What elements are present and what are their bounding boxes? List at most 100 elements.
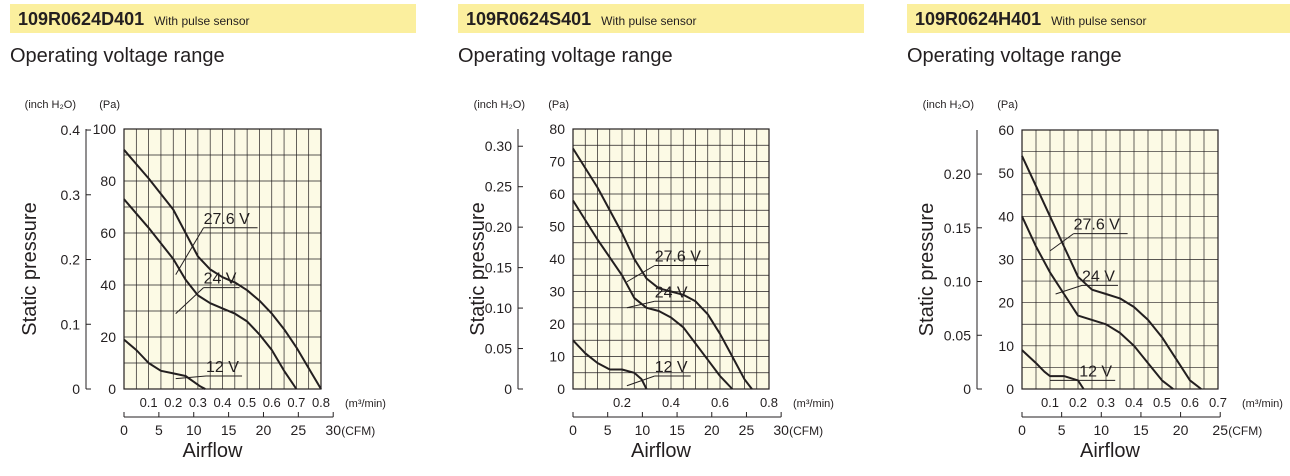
y-pa-tick-label: 40 bbox=[100, 277, 116, 293]
x-cfm-tick-label: 10 bbox=[635, 422, 651, 438]
x-m3-tick-label: 0.6 bbox=[1181, 395, 1199, 410]
x-m3-tick-label: 0.6 bbox=[711, 395, 729, 410]
chart-subtitle: Operating voltage range bbox=[907, 45, 1122, 67]
x-axis-title: Airflow bbox=[631, 440, 692, 462]
y-pa-tick-label: 20 bbox=[549, 316, 565, 332]
x-cfm-tick-label: 5 bbox=[155, 422, 163, 438]
x-m3-tick-label: 0.4 bbox=[1125, 395, 1143, 410]
y-inch-tick-label: 0 bbox=[72, 381, 80, 397]
x-cfm-tick-label: 20 bbox=[1173, 422, 1189, 438]
y-inch-tick-label: 0.05 bbox=[485, 341, 512, 357]
voltage-label: 27.6 V bbox=[204, 211, 251, 228]
sensor-label: With pulse sensor bbox=[1051, 14, 1147, 28]
series-line-12V bbox=[123, 338, 206, 390]
voltage-label: 12 V bbox=[206, 359, 239, 376]
model-number: 109R0624S401 bbox=[466, 9, 592, 29]
y-inch-tick-label: 0.3 bbox=[61, 187, 81, 203]
y-pa-tick-label: 60 bbox=[100, 225, 116, 241]
x-cfm-tick-label: 0 bbox=[120, 422, 128, 438]
x-cfm-unit: (CFM) bbox=[341, 424, 375, 438]
x-m3-tick-label: 0.4 bbox=[662, 395, 680, 410]
voltage-label-leader bbox=[626, 375, 655, 387]
model-number: 109R0624D401 bbox=[18, 9, 145, 29]
x-cfm-tick-label: 20 bbox=[256, 422, 272, 438]
y-inch-tick-label: 0.1 bbox=[61, 316, 81, 332]
y-pa-tick-label: 0 bbox=[557, 381, 565, 397]
voltage-label: 24 V bbox=[655, 284, 688, 301]
x-m3-tick-label: 0.5 bbox=[238, 395, 256, 410]
y-pa-tick-label: 30 bbox=[549, 284, 565, 300]
fan-chart-panel-1: 109R0624D401 With pulse sensor Operating … bbox=[10, 0, 420, 476]
y-pa-tick-label: 20 bbox=[100, 329, 116, 345]
y-pa-tick-label: 10 bbox=[549, 349, 565, 365]
y-pa-tick-label: 50 bbox=[549, 219, 565, 235]
voltage-label: 24 V bbox=[204, 271, 237, 288]
x-m3-unit: (m³/min) bbox=[1242, 398, 1283, 410]
x-m3-tick-label: 0.3 bbox=[189, 395, 207, 410]
x-m3-unit: (m³/min) bbox=[345, 398, 386, 410]
y-inch-unit: (inch H₂O) bbox=[923, 99, 974, 111]
y-inch-tick-label: 0.20 bbox=[944, 166, 971, 182]
y-inch-tick-label: 0.20 bbox=[485, 219, 512, 235]
x-m3-tick-label: 0.2 bbox=[613, 395, 631, 410]
y-pa-tick-label: 0 bbox=[1006, 381, 1014, 397]
y-pa-unit: (Pa) bbox=[548, 99, 569, 111]
x-cfm-tick-label: 30 bbox=[773, 422, 789, 438]
x-cfm-tick-label: 0 bbox=[1018, 422, 1026, 438]
y-inch-unit: (inch H₂O) bbox=[25, 99, 76, 111]
series-line-276V bbox=[123, 149, 322, 390]
y-inch-tick-label: 0.25 bbox=[485, 179, 512, 195]
x-m3-tick-label: 0.4 bbox=[213, 395, 231, 410]
x-m3-tick-label: 0.2 bbox=[1069, 395, 1087, 410]
chart-subtitle: Operating voltage range bbox=[10, 45, 225, 67]
voltage-label: 27.6 V bbox=[655, 249, 702, 266]
fan-chart-panel-2: 109R0624S401 With pulse sensor Operating … bbox=[458, 0, 868, 476]
y-pa-tick-label: 50 bbox=[998, 165, 1014, 181]
y-inch-tick-label: 0.2 bbox=[61, 252, 81, 268]
x-cfm-tick-label: 5 bbox=[604, 422, 612, 438]
y-axis-title: Static pressure bbox=[467, 202, 489, 335]
x-m3-tick-label: 0.5 bbox=[1153, 395, 1171, 410]
x-m3-tick-label: 0.6 bbox=[263, 395, 281, 410]
y-pa-tick-label: 40 bbox=[549, 251, 565, 267]
y-pa-tick-label: 40 bbox=[998, 208, 1014, 224]
voltage-label: 12 V bbox=[655, 359, 688, 376]
x-axis-title: Airflow bbox=[1080, 440, 1141, 462]
voltage-label: 27.6 V bbox=[1074, 217, 1121, 234]
y-pa-tick-label: 20 bbox=[998, 295, 1014, 311]
voltage-label: 12 V bbox=[1079, 363, 1112, 380]
x-cfm-unit: (CFM) bbox=[789, 424, 823, 438]
series-line-12V bbox=[572, 339, 648, 390]
y-pa-tick-label: 0 bbox=[108, 381, 116, 397]
x-cfm-tick-label: 5 bbox=[1058, 422, 1066, 438]
series-line-24V bbox=[123, 198, 298, 390]
series-line-24V bbox=[572, 199, 734, 390]
y-axis-title: Static pressure bbox=[916, 203, 938, 336]
voltage-label-leader bbox=[175, 287, 204, 314]
series-line-276V bbox=[1021, 155, 1202, 390]
x-m3-tick-label: 0.8 bbox=[312, 395, 330, 410]
x-cfm-tick-label: 15 bbox=[1133, 422, 1149, 438]
y-inch-tick-label: 0.10 bbox=[944, 274, 971, 290]
y-inch-tick-label: 0.10 bbox=[485, 300, 512, 316]
y-pa-tick-label: 100 bbox=[93, 121, 117, 137]
voltage-label-leader bbox=[175, 375, 207, 380]
x-cfm-tick-label: 0 bbox=[569, 422, 577, 438]
x-m3-tick-label: 0.2 bbox=[164, 395, 182, 410]
x-cfm-tick-label: 15 bbox=[221, 422, 237, 438]
model-header: 109R0624S401 With pulse sensor bbox=[458, 4, 864, 33]
pq-chart: 0102030405060708000.050.100.150.200.250.… bbox=[467, 99, 834, 462]
model-number: 109R0624H401 bbox=[915, 9, 1042, 29]
x-cfm-tick-label: 20 bbox=[704, 422, 720, 438]
x-m3-tick-label: 0.8 bbox=[760, 395, 778, 410]
x-m3-tick-label: 0.7 bbox=[1209, 395, 1227, 410]
chart-subtitle: Operating voltage range bbox=[458, 45, 673, 67]
x-cfm-tick-label: 15 bbox=[669, 422, 685, 438]
x-cfm-tick-label: 30 bbox=[325, 422, 341, 438]
y-pa-tick-label: 80 bbox=[100, 173, 116, 189]
voltage-label-leader bbox=[1049, 233, 1074, 252]
y-inch-tick-label: 0.05 bbox=[944, 327, 971, 343]
voltage-label-leader bbox=[175, 227, 204, 275]
voltage-label-leader bbox=[626, 300, 655, 309]
